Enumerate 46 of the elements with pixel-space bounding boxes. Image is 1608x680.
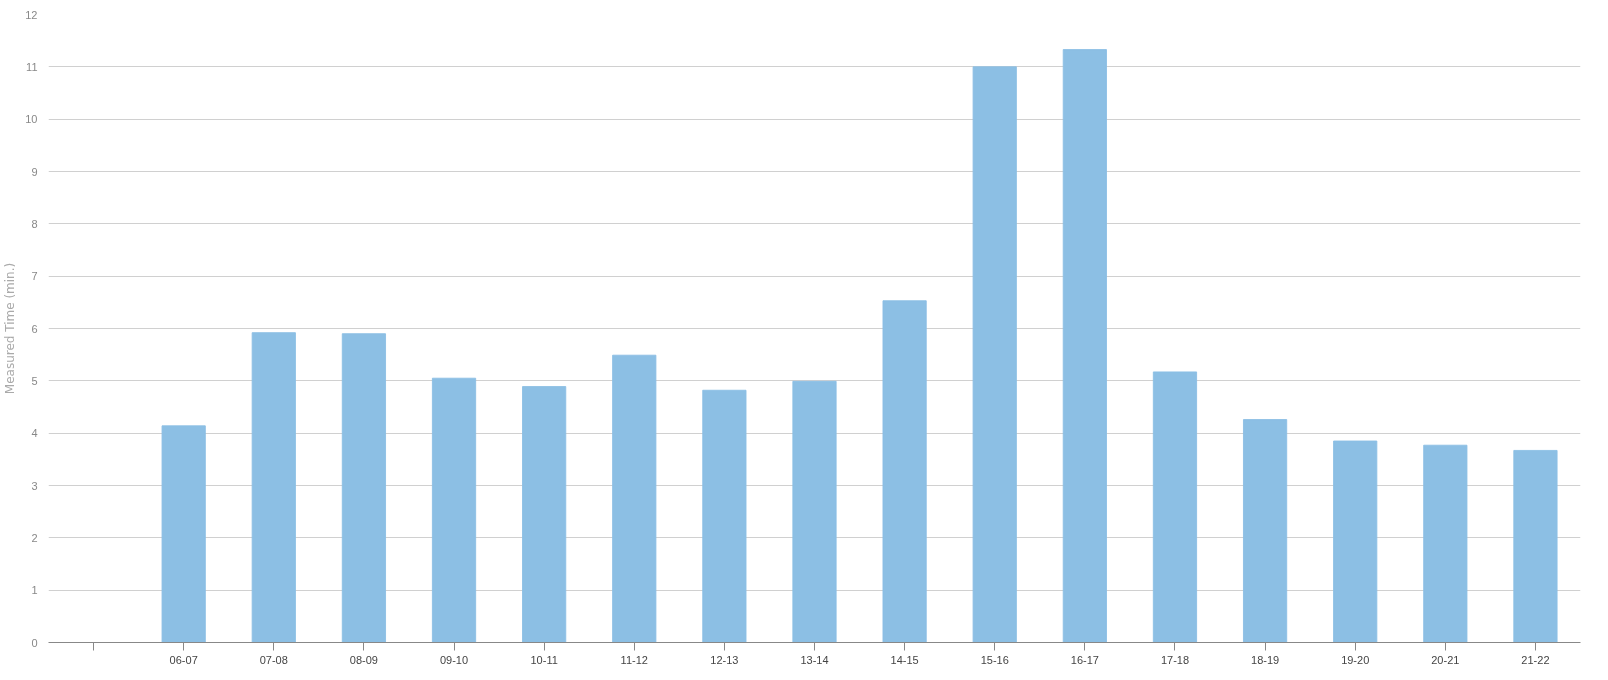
y-tick-label: 2: [31, 531, 38, 544]
bar: [1423, 444, 1468, 643]
y-tick-label: 0: [31, 636, 38, 649]
y-tick-label: 10: [25, 113, 38, 126]
bar: [1333, 440, 1378, 643]
bar: [1513, 449, 1558, 643]
bar: [341, 333, 387, 643]
bar: [161, 425, 206, 643]
x-tick-label: 14-15: [890, 653, 919, 666]
bar: [792, 380, 837, 643]
bar: [882, 300, 927, 643]
y-tick-label: 11: [26, 60, 38, 73]
x-tick-label: 19-20: [1341, 653, 1370, 666]
x-tick-label: 09-10: [439, 653, 469, 666]
x-tick-label: 21-22: [1521, 653, 1550, 666]
y-tick-label: 5: [31, 374, 38, 387]
bar: [1242, 419, 1288, 643]
bar: [702, 389, 747, 643]
bar: [251, 332, 296, 643]
x-tick-label: 12-13: [710, 653, 739, 666]
x-tick-label: 06-07: [169, 653, 198, 666]
bar: [431, 377, 477, 643]
bar: [1062, 49, 1107, 643]
y-tick-label: 6: [31, 322, 38, 335]
x-tick-label: 13-14: [800, 653, 829, 666]
y-tick-label: 8: [31, 217, 38, 230]
y-axis-title: Measured Time (min.): [3, 262, 18, 395]
x-tick-label: 18-19: [1251, 653, 1280, 666]
x-tick-label: 20-21: [1431, 653, 1460, 666]
bar: [612, 354, 657, 643]
x-tick-label: 07-08: [259, 653, 288, 666]
y-tick-label: 1: [31, 584, 38, 597]
x-tick-label: 15-16: [980, 653, 1009, 666]
bar: [972, 66, 1017, 643]
x-tick-label: 17-18: [1160, 653, 1190, 666]
y-tick-label: 7: [31, 270, 38, 283]
y-tick-label: 9: [31, 165, 38, 178]
bar: [522, 386, 567, 643]
bar: [1152, 371, 1198, 643]
y-tick-label: 4: [31, 427, 38, 440]
x-tick-label: 08-09: [349, 653, 378, 666]
x-tick-label: 16-17: [1070, 653, 1099, 666]
y-tick-label: 3: [31, 479, 38, 492]
x-tick-label: 11-12: [620, 653, 648, 666]
y-tick-label: 12: [25, 8, 38, 21]
x-tick-label: 10-11: [530, 653, 558, 666]
